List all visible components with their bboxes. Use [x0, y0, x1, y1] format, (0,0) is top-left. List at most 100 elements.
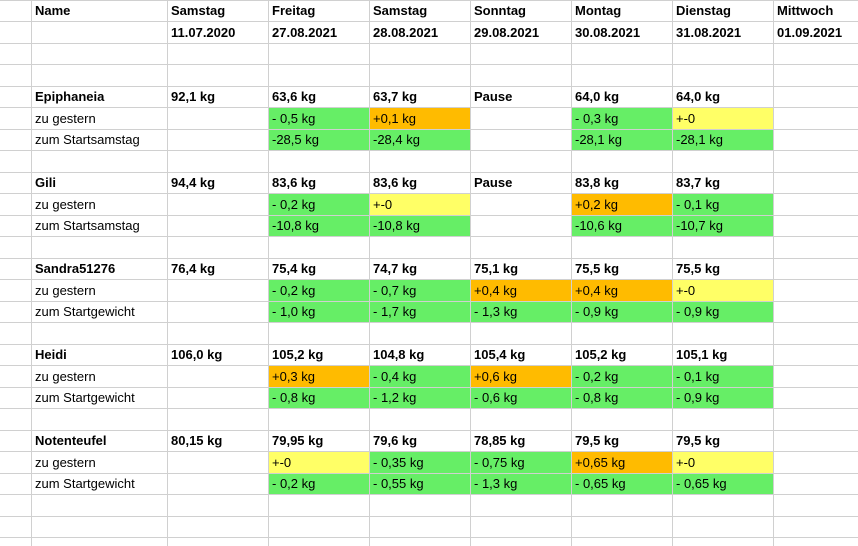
row-label-cell[interactable]: zum Startsamstag	[35, 132, 140, 147]
change-daily-cell[interactable]: +0,3 kg	[269, 366, 369, 387]
change-daily-cell[interactable]: - 0,3 kg	[572, 108, 672, 129]
row-label-cell[interactable]: zu gestern	[35, 455, 96, 470]
header-date-cell[interactable]: 30.08.2021	[575, 25, 641, 40]
change-daily-cell[interactable]: +0,2 kg	[572, 194, 672, 215]
change-daily-cell[interactable]: - 0,5 kg	[269, 108, 369, 129]
header-date-cell[interactable]: 28.08.2021	[373, 25, 439, 40]
weight-cell[interactable]: 104,8 kg	[373, 347, 425, 362]
header-weekday-cell[interactable]: Samstag	[373, 3, 428, 18]
weight-cell[interactable]: 76,4 kg	[171, 261, 216, 276]
row-label-cell[interactable]: zu gestern	[35, 283, 96, 298]
change-daily-cell[interactable]: +0,65 kg	[572, 452, 672, 473]
weight-cell[interactable]: Pause	[474, 175, 513, 190]
change-daily-cell[interactable]: - 0,4 kg	[370, 366, 470, 387]
header-date-cell[interactable]: 11.07.2020	[171, 25, 236, 40]
change-total-cell[interactable]: -28,5 kg	[269, 130, 369, 150]
weight-cell[interactable]: 79,5 kg	[676, 433, 721, 448]
person-name-cell[interactable]: Gili	[35, 175, 56, 190]
row-label-cell[interactable]: zum Startgewicht	[35, 390, 135, 405]
header-weekday-cell[interactable]: Sonntag	[474, 3, 526, 18]
change-total-cell[interactable]: - 1,3 kg	[471, 302, 571, 322]
change-daily-cell[interactable]: +-0	[269, 452, 369, 473]
weight-cell[interactable]: 92,1 kg	[171, 89, 216, 104]
person-name-cell[interactable]: Notenteufel	[35, 433, 107, 448]
row-label-cell[interactable]: zu gestern	[35, 369, 96, 384]
change-total-cell[interactable]: - 0,9 kg	[572, 302, 672, 322]
row-label-cell[interactable]: zum Startsamstag	[35, 218, 140, 233]
weight-cell[interactable]: 106,0 kg	[171, 347, 223, 362]
weight-cell[interactable]: 63,7 kg	[373, 89, 418, 104]
change-total-cell[interactable]: - 0,65 kg	[673, 474, 773, 494]
weight-cell[interactable]: 83,8 kg	[575, 175, 620, 190]
change-total-cell[interactable]: -10,8 kg	[269, 216, 369, 236]
change-total-cell[interactable]: -28,1 kg	[572, 130, 672, 150]
change-daily-cell[interactable]: - 0,7 kg	[370, 280, 470, 301]
row-label-cell[interactable]: zu gestern	[35, 197, 96, 212]
weight-cell[interactable]: 79,5 kg	[575, 433, 620, 448]
change-daily-cell[interactable]: - 0,2 kg	[572, 366, 672, 387]
header-name-cell[interactable]: Name	[35, 3, 71, 18]
change-total-cell[interactable]: -10,6 kg	[572, 216, 672, 236]
person-name-cell[interactable]: Epiphaneia	[35, 89, 105, 104]
weight-cell[interactable]: 79,6 kg	[373, 433, 418, 448]
weight-cell[interactable]: 80,15 kg	[171, 433, 223, 448]
weight-cell[interactable]: 94,4 kg	[171, 175, 216, 190]
change-total-cell[interactable]: - 0,65 kg	[572, 474, 672, 494]
change-total-cell[interactable]: - 0,2 kg	[269, 474, 369, 494]
weight-cell[interactable]: 79,95 kg	[272, 433, 324, 448]
weight-cell[interactable]: 75,5 kg	[575, 261, 620, 276]
weight-cell[interactable]: 105,2 kg	[272, 347, 324, 362]
change-total-cell[interactable]: - 1,7 kg	[370, 302, 470, 322]
weight-cell[interactable]: Pause	[474, 89, 513, 104]
weight-cell[interactable]: 63,6 kg	[272, 89, 317, 104]
change-daily-cell[interactable]: +0,6 kg	[471, 366, 571, 387]
change-total-cell[interactable]: -10,7 kg	[673, 216, 773, 236]
change-daily-cell[interactable]: +0,1 kg	[370, 108, 470, 129]
weight-cell[interactable]: 74,7 kg	[373, 261, 418, 276]
change-daily-cell[interactable]: +-0	[673, 452, 773, 473]
header-date-cell[interactable]: 29.08.2021	[474, 25, 540, 40]
weight-cell[interactable]: 75,5 kg	[676, 261, 721, 276]
header-weekday-cell[interactable]: Montag	[575, 3, 622, 18]
change-daily-cell[interactable]: +-0	[673, 108, 773, 129]
change-daily-cell[interactable]: - 0,1 kg	[673, 366, 773, 387]
weight-cell[interactable]: 64,0 kg	[676, 89, 721, 104]
header-date-cell[interactable]: 31.08.2021	[676, 25, 742, 40]
change-daily-cell[interactable]: +0,4 kg	[471, 280, 571, 301]
weight-cell[interactable]: 75,4 kg	[272, 261, 317, 276]
header-weekday-cell[interactable]: Freitag	[272, 3, 316, 18]
weight-cell[interactable]: 105,4 kg	[474, 347, 526, 362]
change-total-cell[interactable]: -28,1 kg	[673, 130, 773, 150]
weight-cell[interactable]: 83,6 kg	[272, 175, 317, 190]
change-total-cell[interactable]: - 1,3 kg	[471, 474, 571, 494]
change-daily-cell[interactable]: +-0	[370, 194, 470, 215]
weight-cell[interactable]: 105,1 kg	[676, 347, 728, 362]
weight-cell[interactable]: 83,6 kg	[373, 175, 418, 190]
change-daily-cell[interactable]: - 0,35 kg	[370, 452, 470, 473]
header-weekday-cell[interactable]: Mittwoch	[777, 3, 834, 18]
change-daily-cell[interactable]: - 0,2 kg	[269, 280, 369, 301]
change-total-cell[interactable]: - 0,8 kg	[269, 388, 369, 408]
change-total-cell[interactable]: - 0,55 kg	[370, 474, 470, 494]
row-label-cell[interactable]: zu gestern	[35, 111, 96, 126]
change-total-cell[interactable]: - 0,6 kg	[471, 388, 571, 408]
person-name-cell[interactable]: Heidi	[35, 347, 67, 362]
change-total-cell[interactable]: -28,4 kg	[370, 130, 470, 150]
change-daily-cell[interactable]: +-0	[673, 280, 773, 301]
header-date-cell[interactable]: 27.08.2021	[272, 25, 338, 40]
change-total-cell[interactable]: - 1,2 kg	[370, 388, 470, 408]
row-label-cell[interactable]: zum Startgewicht	[35, 476, 135, 491]
weight-cell[interactable]: 105,2 kg	[575, 347, 627, 362]
header-weekday-cell[interactable]: Dienstag	[676, 3, 731, 18]
person-name-cell[interactable]: Sandra51276	[35, 261, 116, 276]
change-total-cell[interactable]: -10,8 kg	[370, 216, 470, 236]
weight-cell[interactable]: 83,7 kg	[676, 175, 721, 190]
change-daily-cell[interactable]: - 0,1 kg	[673, 194, 773, 215]
header-date-cell[interactable]: 01.09.2021	[777, 25, 843, 40]
change-total-cell[interactable]: - 1,0 kg	[269, 302, 369, 322]
weight-cell[interactable]: 78,85 kg	[474, 433, 526, 448]
header-weekday-cell[interactable]: Samstag	[171, 3, 226, 18]
change-total-cell[interactable]: - 0,9 kg	[673, 388, 773, 408]
